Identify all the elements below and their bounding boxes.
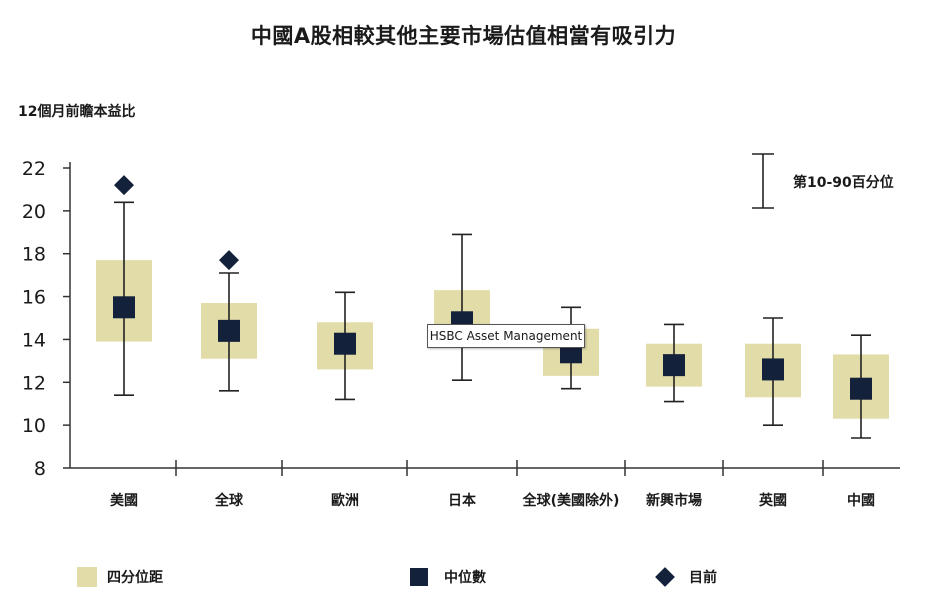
median-marker — [762, 358, 784, 381]
median-marker — [334, 332, 356, 355]
y-tick-label: 16 — [22, 287, 46, 309]
y-tick-label: 22 — [22, 158, 46, 180]
legend-current-swatch — [655, 567, 675, 587]
x-tick-label: 新興市場 — [646, 492, 702, 509]
legend-median-swatch — [410, 568, 428, 586]
x-tick-label: 日本 — [448, 492, 477, 509]
y-tick-label: 8 — [34, 458, 46, 480]
legend-iqr-swatch — [77, 567, 97, 587]
x-tick-label: 全球(美國除外) — [522, 492, 620, 509]
legend-current: 目前 — [655, 565, 717, 589]
x-tick-label: 美國 — [110, 492, 138, 509]
legend-median: 中位數 — [410, 565, 486, 589]
current-marker — [219, 250, 239, 271]
median-marker — [850, 377, 872, 400]
chart-title: 中國A股相較其他主要市場估值相當有吸引力 — [250, 24, 677, 48]
legend-iqr: 四分位距 — [77, 565, 163, 589]
x-tick-label: 中國 — [847, 492, 875, 509]
median-marker — [113, 296, 135, 319]
y-tick-label: 18 — [22, 244, 46, 266]
x-tick-label: 歐洲 — [331, 492, 359, 509]
tooltip: HSBC Asset Management — [427, 324, 585, 348]
y-tick-label: 12 — [22, 372, 46, 394]
y-axis-label: 12個月前瞻本益比 — [18, 104, 136, 120]
current-marker — [114, 175, 134, 196]
legend-current-label: 目前 — [689, 570, 717, 586]
median-marker — [218, 319, 240, 342]
y-tick-label: 14 — [22, 329, 46, 351]
y-tick-label: 10 — [22, 415, 46, 437]
range-legend-label: 第10-90百分位 — [793, 175, 894, 191]
legend-iqr-label: 四分位距 — [107, 570, 163, 586]
median-marker — [663, 354, 685, 377]
x-tick-label: 全球 — [214, 492, 244, 509]
x-tick-label: 英國 — [758, 492, 787, 509]
legend-median-label: 中位數 — [444, 570, 486, 586]
y-tick-label: 20 — [22, 201, 46, 223]
